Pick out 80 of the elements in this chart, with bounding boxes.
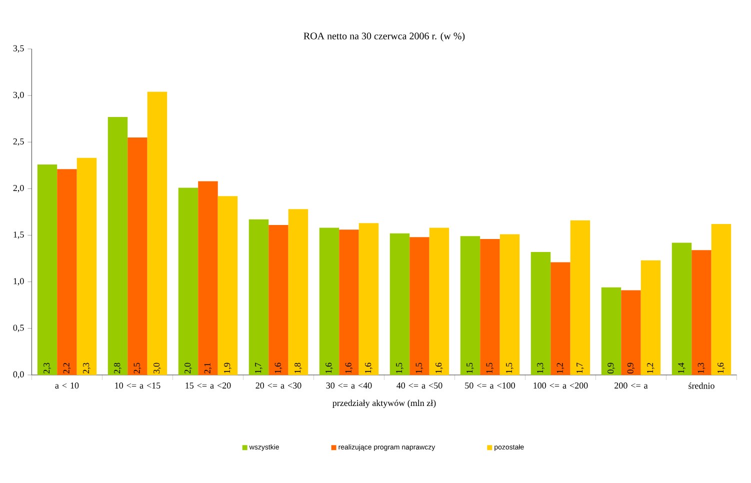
bar [248,219,269,375]
bar [711,224,732,375]
x-tick-label: 20 <= a <30 [256,382,302,389]
bar [500,234,520,375]
data-label: 1,8 [294,362,302,373]
data-label: 3,0 [154,362,161,374]
data-label: 1,6 [326,362,333,373]
data-label: 1,3 [698,362,706,373]
x-tick-label: 50 <= a <100 [465,382,515,389]
y-tick-label: 1,0 [14,278,24,286]
y-tick-label: 2,5 [13,138,24,146]
x-tick-label: 30 <= a <40 [326,382,372,389]
y-tick-label: 2,0 [13,184,24,192]
data-label: 1,5 [486,362,494,373]
bar [319,228,340,375]
data-label: 2,8 [114,362,122,374]
bar [672,242,692,375]
bar [621,290,641,375]
bar [268,224,288,375]
x-tick-label: średnio [688,382,714,389]
y-tick-label: 1,5 [14,232,24,239]
y-tick-label: 3,0 [13,92,24,100]
y-tick-label: 0,5 [13,324,24,332]
bar [178,188,198,375]
data-label: 2,3 [44,362,51,374]
x-tick-label: 100 <= a <200 [534,382,588,389]
data-label: 1,2 [647,363,654,373]
data-label: 1,4 [678,362,686,373]
data-label: 1,5 [416,362,424,373]
bar [601,287,622,375]
data-label: 2,0 [184,362,192,374]
data-label: 0,9 [627,362,635,374]
data-label: 2,2 [63,363,71,374]
data-label: 1,5 [506,362,514,373]
bar [198,181,218,375]
bar [108,116,128,375]
bar [288,209,308,375]
bar [640,260,661,375]
bar [692,250,712,375]
bar [390,233,410,375]
bar [570,220,590,375]
bar [410,237,430,375]
x-tick-label: 40 <= a <50 [396,382,442,389]
bar [460,236,480,375]
chart-title: ROA netto na 30 czerwca 2006 r. (w %) [304,32,465,42]
data-label: 0,9 [608,362,615,374]
bar [218,196,238,375]
y-tick-label: 0,0 [13,371,24,379]
data-label: 1,6 [274,362,282,373]
bar [530,252,551,375]
bar [429,228,450,375]
data-label: 1,5 [396,362,404,373]
x-tick-label: 15 <= a <20 [186,382,231,389]
bar [339,230,359,375]
data-label: 1,2 [556,363,564,373]
x-tick-label: 200 <= a [614,382,648,389]
x-axis-title: przedziały aktywów (mln zł) [332,400,436,408]
x-tick-label: 10 <= a <15 [115,382,160,389]
x-tick-label: a < 10 [55,382,79,389]
data-label: 2,3 [83,362,90,374]
bar [550,262,570,375]
data-label: 1,7 [576,362,584,373]
bar [57,169,77,375]
data-label: 1,7 [255,362,262,373]
data-label: 1,6 [436,362,443,373]
bar [480,238,500,375]
data-label: 1,9 [224,362,232,373]
bar [128,137,148,375]
data-label: 1,5 [466,362,474,373]
data-label: 1,6 [365,362,372,373]
data-label: 1,6 [345,362,353,373]
data-label: 1,3 [537,362,544,373]
bar [76,158,97,375]
bar [37,164,58,375]
bar [147,92,168,375]
data-label: 1,6 [718,362,725,373]
data-label: 2,5 [134,362,142,374]
bar [358,223,379,375]
data-label: 2,1 [204,363,212,374]
y-tick-label: 3,5 [13,45,24,53]
